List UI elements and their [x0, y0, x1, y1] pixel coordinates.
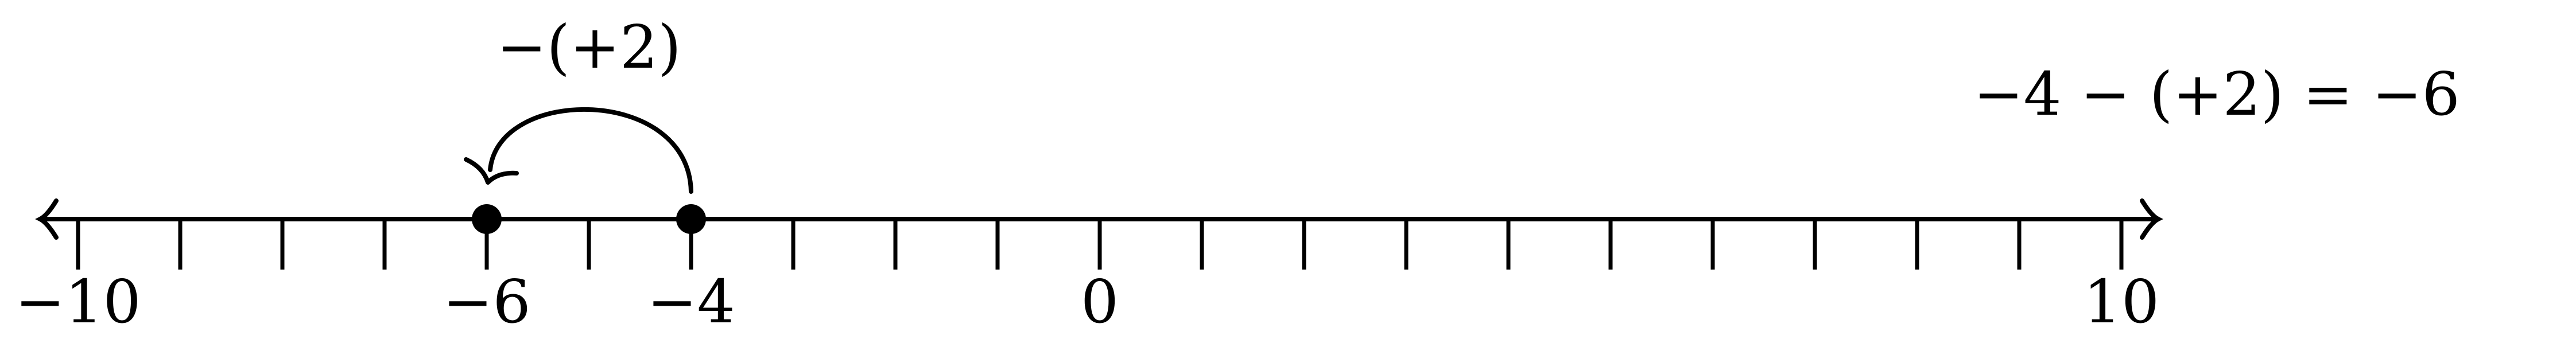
right-arrowhead	[2140, 198, 2163, 240]
left-arrowhead	[35, 198, 59, 240]
jump-label: −(+2)	[496, 12, 681, 82]
tick-marks	[76, 219, 2124, 270]
jump-arc: −(+2)	[464, 12, 693, 194]
equation-label: −4 − (+2) = −6	[1973, 59, 2460, 129]
jump-arc-path	[488, 107, 693, 194]
tick-label: −4	[647, 267, 735, 337]
point-marker	[676, 204, 706, 234]
tick-label: −10	[15, 267, 141, 337]
tick-label: 10	[2084, 267, 2159, 337]
tick-label: 0	[1081, 267, 1119, 337]
tick-label: −6	[443, 267, 530, 337]
jump-arrowhead	[464, 157, 519, 185]
plotted-points	[472, 204, 706, 234]
point-marker	[472, 204, 502, 234]
tick-labels: −10 −6 −4 0 10	[15, 267, 2159, 337]
